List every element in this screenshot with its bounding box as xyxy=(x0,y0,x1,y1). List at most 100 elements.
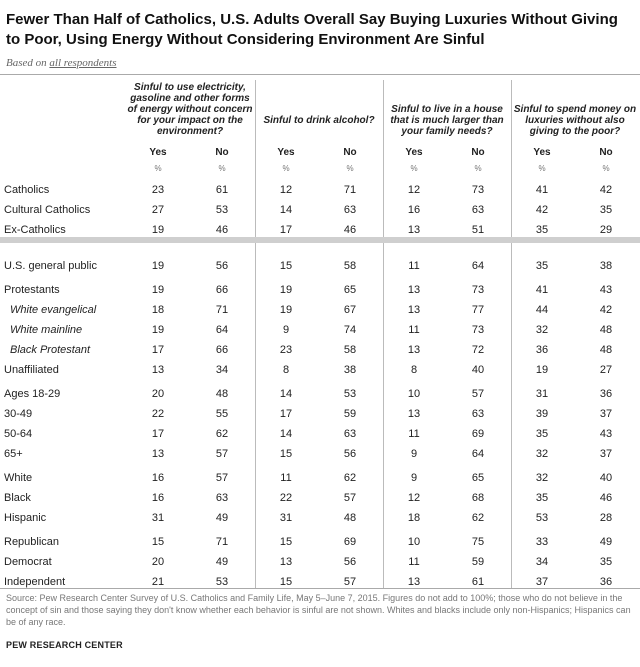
cell-value: 49 xyxy=(215,512,229,524)
cell-value: 66 xyxy=(215,284,229,296)
cell-value: 57 xyxy=(215,448,229,460)
cell-value: 31 xyxy=(151,512,165,524)
cell-value: 53 xyxy=(215,204,229,216)
percent-marker: % xyxy=(154,164,162,173)
row-label: White xyxy=(4,472,33,484)
cell-value: 59 xyxy=(471,556,485,568)
row-label: Independent xyxy=(4,576,66,588)
cell-value: 65 xyxy=(471,472,485,484)
table-row: White 16 57 11 62 9 65 32 40 xyxy=(0,468,638,488)
cell-value: 11 xyxy=(408,556,420,568)
no-header: No xyxy=(215,147,229,158)
cell-value: 31 xyxy=(279,512,293,524)
row-label: Catholics xyxy=(4,184,50,196)
cell-value: 77 xyxy=(471,304,485,316)
cell-value: 37 xyxy=(599,408,613,420)
cell-value: 16 xyxy=(151,492,165,504)
cell-value: 32 xyxy=(535,448,549,460)
table-row: Democrat 20 49 13 56 11 59 34 35 xyxy=(0,552,638,572)
cell-value: 15 xyxy=(279,576,293,588)
row-label: Ex-Catholics xyxy=(4,224,66,236)
table-row: Cultural Catholics 27 53 14 63 16 63 42 35 xyxy=(0,200,638,220)
cell-value: 36 xyxy=(599,388,613,400)
row-spacer xyxy=(0,240,638,256)
percent-marker: % xyxy=(410,164,418,173)
cell-value: 35 xyxy=(535,492,549,504)
cell-value: 63 xyxy=(471,204,485,216)
cell-value: 48 xyxy=(599,324,613,336)
chart-title: Fewer Than Half of Catholics, U.S. Adult… xyxy=(6,11,618,48)
chart-subtitle: Based on all respondents xyxy=(6,57,117,69)
cell-value: 42 xyxy=(535,204,549,216)
table-row: White evangelical 18 71 19 67 13 77 44 42 xyxy=(0,300,638,320)
row-label: Black Protestant xyxy=(10,344,91,356)
cell-value: 64 xyxy=(471,448,485,460)
cell-value: 13 xyxy=(151,448,165,460)
cell-value: 16 xyxy=(407,204,421,216)
row-label: U.S. general public xyxy=(4,260,97,272)
source-note: Source: Pew Research Center Survey of U.… xyxy=(6,593,631,627)
table-row: Independent 21 53 15 57 13 61 37 36 xyxy=(0,572,638,592)
table-row: Black 16 63 22 57 12 68 35 46 xyxy=(0,488,638,508)
cell-value: 39 xyxy=(535,408,549,420)
cell-value: 23 xyxy=(151,184,165,196)
cell-value: 12 xyxy=(407,492,421,504)
row-label: Democrat xyxy=(4,556,52,568)
column-separator xyxy=(255,80,256,588)
cell-value: 35 xyxy=(535,224,549,236)
cell-value: 42 xyxy=(599,304,613,316)
cell-value: 61 xyxy=(215,184,229,196)
data-table: Catholics 23 61 12 71 12 73 41 42 Cultural Cathol… xyxy=(0,180,638,592)
cell-value: 10 xyxy=(407,536,421,548)
row-label: Republican xyxy=(4,536,60,548)
column-header-luxuries: Sinful to spend money on luxuries withou… xyxy=(513,104,637,137)
cell-value: 12 xyxy=(407,184,421,196)
cell-value: 38 xyxy=(343,364,357,376)
cell-value: 57 xyxy=(471,388,485,400)
cell-value: 53 xyxy=(343,388,357,400)
subtitle-link[interactable]: all respondents xyxy=(49,57,117,69)
cell-value: 13 xyxy=(407,284,421,296)
row-label: White evangelical xyxy=(10,304,97,316)
row-label: White mainline xyxy=(10,324,83,336)
cell-value: 56 xyxy=(343,556,357,568)
cell-value: 44 xyxy=(535,304,549,316)
cell-value: 35 xyxy=(535,260,549,272)
cell-value: 29 xyxy=(599,224,613,236)
table-row: 30-49 22 55 17 59 13 63 39 37 xyxy=(0,404,638,424)
cell-value: 48 xyxy=(343,512,357,524)
table-row: White mainline 19 64 9 74 11 73 32 48 xyxy=(0,320,638,340)
cell-value: 27 xyxy=(151,204,165,216)
cell-value: 18 xyxy=(407,512,421,524)
cell-value: 13 xyxy=(407,344,421,356)
cell-value: 40 xyxy=(599,472,613,484)
cell-value: 35 xyxy=(599,556,613,568)
cell-value: 63 xyxy=(343,428,357,440)
cell-value: 14 xyxy=(279,428,293,440)
cell-value: 17 xyxy=(151,428,165,440)
cell-value: 73 xyxy=(471,284,485,296)
cell-value: 73 xyxy=(471,184,485,196)
cell-value: 23 xyxy=(279,344,293,356)
cell-value: 63 xyxy=(343,204,357,216)
cell-value: 53 xyxy=(535,512,549,524)
cell-value: 12 xyxy=(279,184,293,196)
cell-value: 13 xyxy=(407,576,421,588)
cell-value: 49 xyxy=(215,556,229,568)
cell-value: 14 xyxy=(279,204,293,216)
cell-value: 9 xyxy=(282,324,290,336)
cell-value: 71 xyxy=(215,304,229,316)
cell-value: 35 xyxy=(535,428,549,440)
cell-value: 67 xyxy=(343,304,357,316)
no-header: No xyxy=(471,147,485,158)
cell-value: 69 xyxy=(343,536,357,548)
table-row: Catholics 23 61 12 71 12 73 41 42 xyxy=(0,180,638,200)
cell-value: 27 xyxy=(599,364,613,376)
cell-value: 56 xyxy=(215,260,229,272)
row-label: Cultural Catholics xyxy=(4,204,91,216)
cell-value: 64 xyxy=(471,260,485,272)
cell-value: 37 xyxy=(535,576,549,588)
cell-value: 62 xyxy=(215,428,229,440)
cell-value: 73 xyxy=(471,324,485,336)
cell-value: 11 xyxy=(408,324,420,336)
